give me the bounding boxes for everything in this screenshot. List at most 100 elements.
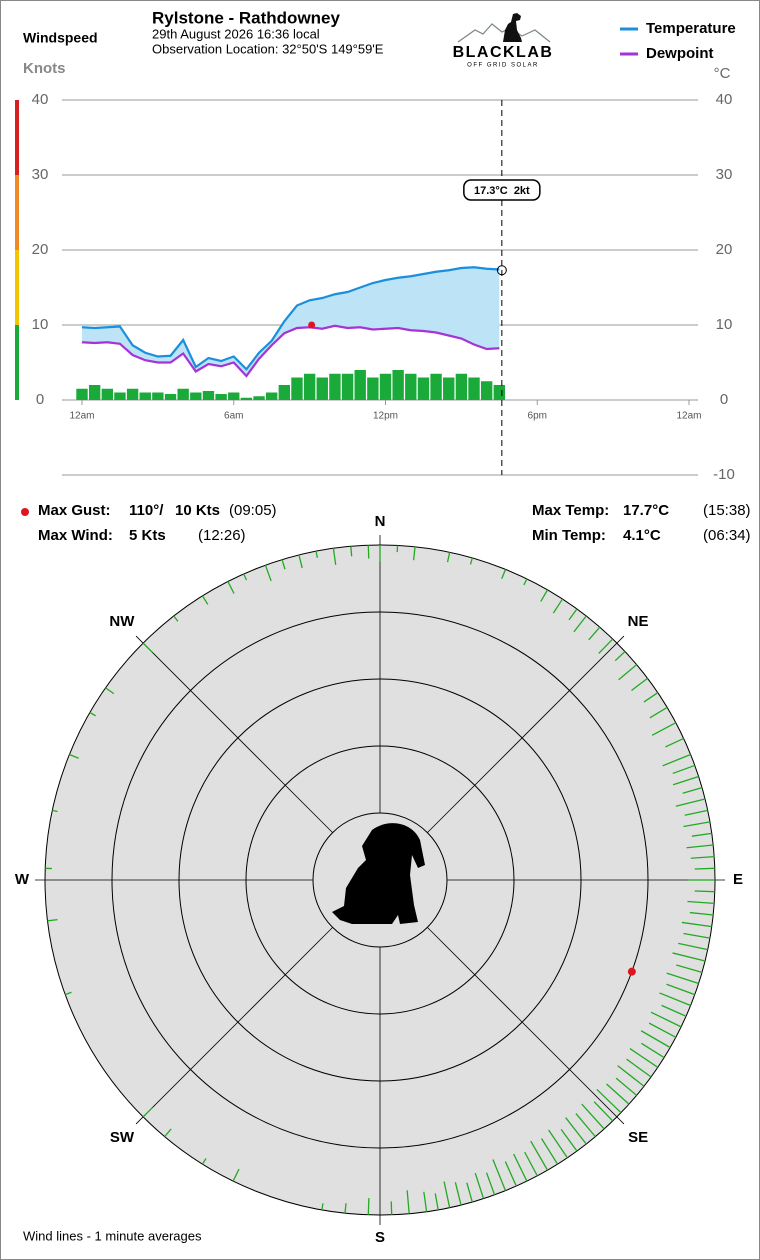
- station-title: Rylstone - Rathdowney: [152, 8, 341, 27]
- wind-line: [694, 890, 715, 893]
- wind-bar: [379, 373, 392, 400]
- wind-bar: [278, 385, 291, 400]
- wind-line: [492, 1159, 507, 1191]
- wind-line: [173, 615, 179, 622]
- wind-line: [524, 1151, 538, 1177]
- wind-line: [474, 1172, 485, 1199]
- wind-line: [690, 855, 715, 859]
- wind-line: [47, 918, 58, 922]
- wind-line: [640, 1030, 671, 1049]
- y-axis-label: Windspeed: [23, 30, 98, 46]
- wind-line: [689, 911, 714, 916]
- wind-line: [201, 1158, 207, 1165]
- wind-line: [350, 546, 353, 557]
- x-tick-label: 12am: [676, 411, 701, 422]
- x-tick-label: 12am: [69, 411, 94, 422]
- wind-line: [666, 983, 696, 996]
- wind-line: [686, 844, 714, 849]
- logo-dog: [503, 13, 522, 42]
- wind-line: [454, 1182, 462, 1206]
- wind-line: [683, 932, 711, 939]
- wind-line: [684, 809, 708, 816]
- wind-bar: [367, 377, 379, 400]
- cursor-label-box: [463, 179, 541, 201]
- wind-line: [227, 581, 235, 594]
- wind-line: [676, 964, 703, 973]
- wind-line: [513, 1153, 528, 1182]
- speed-band: [15, 175, 19, 250]
- wind-line: [443, 1181, 451, 1208]
- legend-label: Temperature: [646, 20, 736, 37]
- wind-line: [560, 1128, 578, 1152]
- logo: BLACKLAB OFF GRID SOLAR: [453, 13, 552, 69]
- wind-line: [683, 821, 711, 828]
- wind-line: [631, 677, 648, 692]
- y2-tick-label: 30: [716, 166, 733, 183]
- stat-value: 17.7°C: [623, 502, 669, 519]
- wind-line: [596, 1088, 622, 1114]
- wind-bar: [152, 392, 164, 400]
- wind-line: [540, 589, 549, 602]
- wind-line: [540, 1138, 559, 1165]
- wind-line: [666, 972, 699, 985]
- wind-bar: [114, 392, 126, 400]
- dog-silhouette: [332, 823, 425, 924]
- wind-line: [672, 764, 696, 775]
- wind-bar: [291, 377, 303, 400]
- wind-line: [523, 578, 528, 586]
- wind-line: [568, 608, 578, 621]
- stat-label: Max Wind:: [38, 527, 113, 544]
- y2-tick-label: 0: [720, 391, 728, 408]
- wind-line: [446, 552, 451, 563]
- compass-label: W: [15, 871, 30, 888]
- y-tick-label: 20: [32, 241, 49, 258]
- stat-time: (15:38): [703, 502, 751, 519]
- wind-line: [565, 1117, 587, 1145]
- wind-bar: [240, 397, 253, 400]
- wind-line: [321, 1203, 324, 1211]
- wind-bar: [430, 373, 442, 400]
- wind-line: [614, 651, 626, 662]
- wind-line: [626, 1058, 652, 1078]
- wind-line: [504, 1161, 517, 1187]
- wind-bar: [455, 373, 468, 400]
- stat-value: 10 Kts: [175, 502, 220, 519]
- wind-line: [648, 1022, 677, 1038]
- wind-line: [575, 1113, 596, 1138]
- wind-bar: [443, 377, 455, 400]
- cursor-label: 17.3°C 2kt: [474, 185, 530, 197]
- y-axis-unit: Knots: [23, 60, 66, 77]
- wind-line: [691, 832, 712, 837]
- stat-time: (12:26): [198, 527, 246, 544]
- wind-bar: [316, 377, 328, 400]
- wind-bar: [190, 392, 202, 400]
- wind-line: [164, 1128, 172, 1138]
- location: Observation Location: 32°50'S 149°59'E: [152, 41, 384, 56]
- wind-line: [89, 711, 97, 717]
- wind-line: [675, 798, 706, 807]
- wind-line: [485, 1172, 496, 1196]
- y2-tick-label: 20: [716, 241, 733, 258]
- gust-point: [627, 967, 636, 976]
- wind-line: [598, 638, 614, 654]
- wind-line: [659, 992, 691, 1007]
- wind-line: [651, 722, 677, 736]
- wind-line: [581, 1103, 605, 1130]
- wind-line: [69, 753, 79, 759]
- wind-line: [593, 1101, 614, 1122]
- wind-line: [281, 559, 286, 570]
- wind-line: [606, 1083, 630, 1105]
- compass-label: SE: [628, 1129, 648, 1146]
- stat-label: Max Gust:: [38, 502, 111, 519]
- y-tick-label: 40: [32, 91, 49, 108]
- y2-tick-label: -10: [713, 466, 735, 483]
- wind-line: [629, 1048, 659, 1068]
- wind-line: [332, 548, 337, 565]
- compass-label: S: [375, 1229, 385, 1246]
- stat-time: (06:34): [703, 527, 751, 544]
- wind-line: [298, 554, 303, 569]
- wind-line: [672, 775, 699, 786]
- y2-axis-label: °C: [714, 65, 731, 82]
- center-dog: [332, 823, 425, 924]
